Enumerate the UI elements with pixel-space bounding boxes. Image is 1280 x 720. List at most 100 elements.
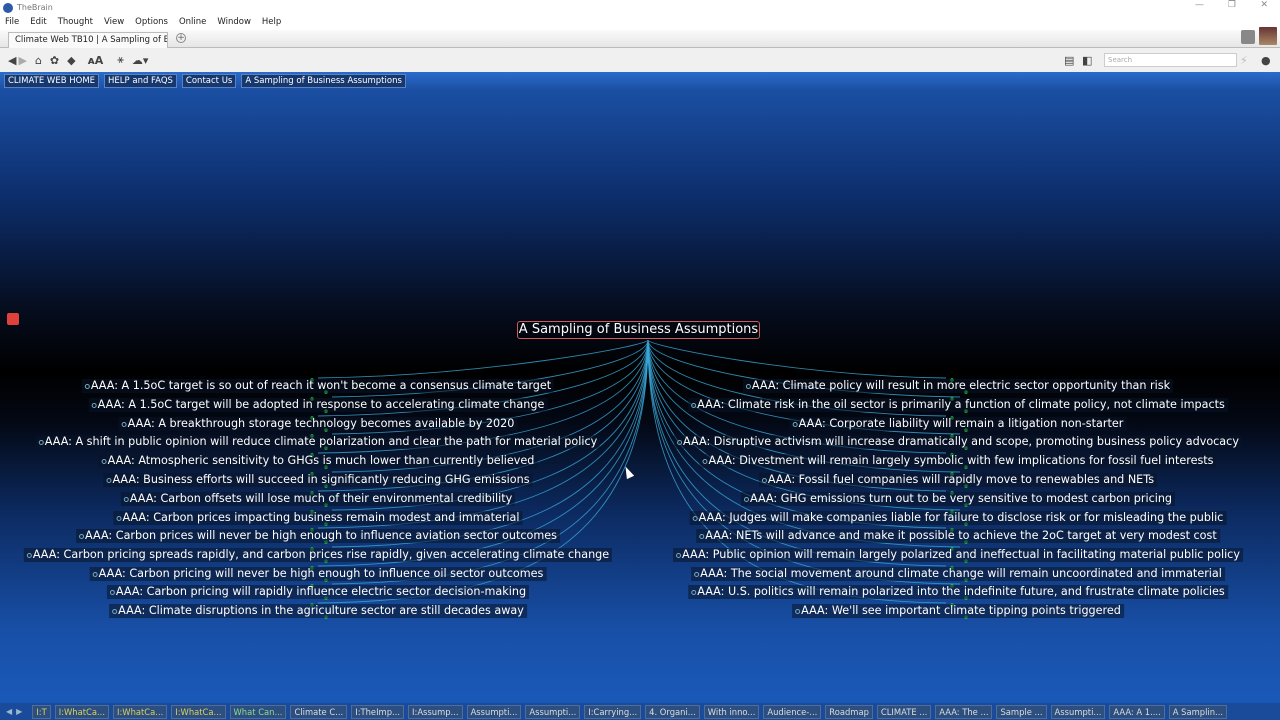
history-forward-icon[interactable]: ▶ (16, 707, 23, 716)
thebrain-logo-icon (3, 2, 13, 13)
child-thought-right[interactable]: AAA: We'll see important climate tipping… (792, 604, 1124, 618)
history-item[interactable]: Assumpti... (525, 704, 581, 719)
tab-bar: Climate Web TB10 | A Sampling of B... + (0, 27, 1280, 48)
history-item[interactable]: A Samplin... (1168, 704, 1228, 719)
menu-window[interactable]: Window (217, 17, 251, 27)
history-item[interactable]: AAA: The ... (935, 704, 993, 719)
history-back-icon[interactable]: ◀ (6, 707, 13, 716)
link-line (647, 339, 947, 492)
history-item[interactable]: Climate C... (290, 704, 348, 719)
clock-icon[interactable]: ● (1261, 53, 1271, 67)
search-input[interactable]: Search (1104, 53, 1237, 67)
child-thought-left[interactable]: AAA: Carbon pricing will rapidly influen… (106, 585, 530, 599)
pin-climate-web-home[interactable]: CLIMATE WEB HOME (4, 74, 100, 88)
cube-icon[interactable] (1241, 30, 1255, 44)
history-item[interactable]: Assumpti... (466, 704, 522, 719)
child-thought-right[interactable]: AAA: Divestment will remain largely symb… (699, 454, 1217, 468)
child-thought-left[interactable]: AAA: A shift in public opinion will redu… (35, 435, 601, 449)
link-line (317, 339, 649, 454)
lightning-icon[interactable]: ⚡ (1240, 53, 1248, 67)
brain-view-icon[interactable]: ✿ (49, 53, 60, 67)
child-thought-right[interactable]: AAA: U.S. politics will remain polarized… (688, 585, 1228, 599)
tag-icon[interactable]: ◆ (67, 53, 76, 67)
child-thought-right[interactable]: AAA: Judges will make companies liable f… (689, 511, 1227, 525)
back-icon[interactable]: ◀ (8, 53, 17, 67)
link-line (647, 339, 961, 511)
child-thought-left[interactable]: AAA: Climate disruptions in the agricult… (109, 604, 527, 618)
pin-sampling[interactable]: A Sampling of Business Assumptions (241, 74, 406, 88)
history-item[interactable]: AAA: A 1.... (1109, 704, 1165, 719)
child-thought-left[interactable]: AAA: Carbon offsets will lose much of th… (120, 492, 516, 506)
minimize-button[interactable]: — (1195, 0, 1204, 10)
menu-file[interactable]: File (5, 17, 20, 27)
child-thought-right[interactable]: AAA: Fossil fuel companies will rapidly … (758, 473, 1158, 487)
forward-icon[interactable]: ▶ (18, 53, 27, 67)
menu-help[interactable]: Help (261, 17, 282, 27)
child-thought-right[interactable]: AAA: GHG emissions turn out to be very s… (740, 492, 1176, 506)
child-thought-right[interactable]: AAA: Disruptive activism will increase d… (674, 435, 1242, 449)
history-bar: ◀ ▶ I:T I:WhatCa... I:WhatCa... I:WhatCa...… (0, 703, 1280, 720)
link-line (317, 339, 649, 567)
child-thought-right[interactable]: AAA: Climate policy will result in more … (742, 379, 1174, 393)
child-thought-left[interactable]: AAA: A breakthrough storage technology b… (118, 417, 518, 431)
history-item[interactable]: With inno... (703, 704, 760, 719)
child-thought-right[interactable]: AAA: The social movement around climate … (691, 567, 1225, 581)
history-item[interactable]: I:WhatCa... (113, 704, 168, 719)
link-line (331, 339, 649, 398)
history-item[interactable]: Assumpti... (1050, 704, 1106, 719)
user-avatar[interactable] (1259, 27, 1277, 45)
pin-help-faqs[interactable]: HELP and FAQS (104, 74, 177, 88)
child-thought-left[interactable]: AAA: Carbon prices will never be high en… (76, 529, 560, 543)
child-thought-right[interactable]: AAA: Climate risk in the oil sector is p… (688, 398, 1228, 412)
history-item[interactable]: CLIMATE ... (876, 704, 932, 719)
history-item[interactable]: Sample ... (996, 704, 1047, 719)
menu-edit[interactable]: Edit (30, 17, 47, 27)
history-item[interactable]: I:Carrying... (584, 704, 642, 719)
history-item[interactable]: I:TheImp... (351, 704, 405, 719)
child-thought-left[interactable]: AAA: A 1.5oC target will be adopted in r… (88, 398, 548, 412)
menu-online[interactable]: Online (178, 17, 207, 27)
toolbar: ◀ ▶ ⌂ ✿ ◆ ᴀA ⚹ ☁▾ ▤ ◧ ⚡ ● (0, 48, 1280, 72)
link-line (647, 339, 961, 398)
font-size-icon[interactable]: ᴀA (87, 53, 104, 67)
link-line (647, 339, 947, 454)
link-line (317, 339, 649, 379)
panel-bottom-icon[interactable]: ▤ (1064, 53, 1075, 67)
link-line (331, 339, 649, 511)
history-item[interactable]: I:Assump... (408, 704, 463, 719)
history-item[interactable]: I:WhatCa... (54, 704, 109, 719)
layout-icon[interactable]: ⚹ (117, 53, 124, 66)
child-thought-left[interactable]: AAA: Atmospheric sensitivity to GHGs is … (98, 454, 538, 468)
cloud-icon[interactable]: ☁▾ (131, 53, 149, 67)
child-thought-left[interactable]: AAA: Carbon pricing spreads rapidly, and… (23, 548, 613, 562)
history-item[interactable]: Audience-... (763, 704, 822, 719)
link-line (331, 339, 649, 548)
history-item[interactable]: I:T (32, 704, 51, 719)
panel-side-icon[interactable]: ◧ (1082, 53, 1093, 67)
menu-view[interactable]: View (104, 17, 125, 27)
menu-options[interactable]: Options (135, 17, 168, 27)
pins-bar: CLIMATE WEB HOME HELP and FAQS Contact U… (4, 74, 406, 88)
history-item[interactable]: What Can... (229, 704, 287, 719)
tab-climate-web[interactable]: Climate Web TB10 | A Sampling of B... (8, 32, 168, 48)
link-line (331, 339, 649, 435)
central-thought[interactable]: A Sampling of Business Assumptions (517, 321, 760, 339)
menu-thought[interactable]: Thought (57, 17, 93, 27)
history-item[interactable]: I:WhatCa... (171, 704, 226, 719)
add-tab-icon[interactable]: + (176, 33, 186, 43)
child-thought-left[interactable]: AAA: A 1.5oC target is so out of reach i… (81, 379, 555, 393)
child-thought-left[interactable]: AAA: Business efforts will succeed in si… (103, 473, 533, 487)
child-thought-left[interactable]: AAA: Carbon prices impacting business re… (113, 511, 523, 525)
home-icon[interactable]: ⌂ (34, 53, 42, 67)
stop-icon[interactable] (7, 313, 19, 325)
history-item[interactable]: 4. Organi... (645, 704, 700, 719)
child-thought-right[interactable]: AAA: Corporate liability will remain a l… (789, 417, 1127, 431)
history-item[interactable]: Roadmap (825, 704, 873, 719)
child-thought-right[interactable]: AAA: Public opinion will remain largely … (673, 548, 1243, 562)
link-line (317, 339, 649, 529)
restore-button[interactable]: ❐ (1227, 0, 1236, 10)
child-thought-right[interactable]: AAA: NETs will advance and make it possi… (696, 529, 1220, 543)
pin-contact-us[interactable]: Contact Us (181, 74, 237, 88)
close-button[interactable]: ✕ (1260, 0, 1268, 10)
child-thought-left[interactable]: AAA: Carbon pricing will never be high e… (89, 567, 547, 581)
